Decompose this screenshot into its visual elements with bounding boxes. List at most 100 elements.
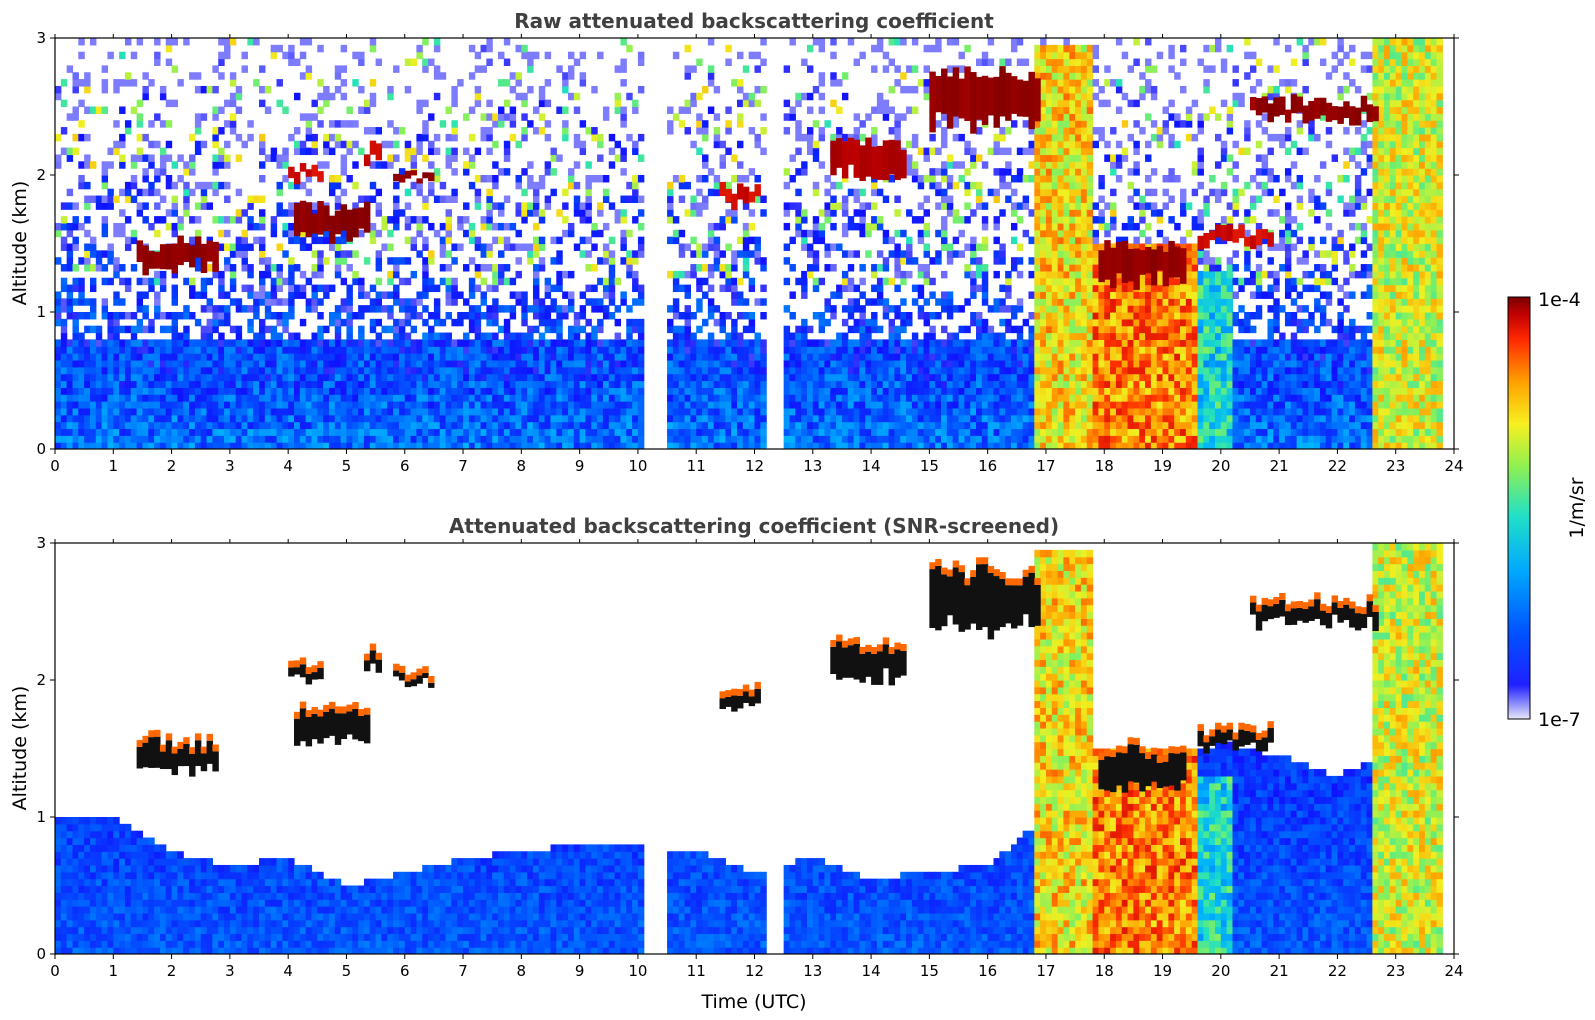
heatmap-cell xyxy=(906,380,913,388)
heatmap-cell xyxy=(917,421,925,430)
heatmap-cell xyxy=(906,435,913,443)
heatmap-cell xyxy=(189,380,196,388)
heatmap-cell xyxy=(521,366,528,375)
heatmap-cell xyxy=(556,65,563,73)
heatmap-cell xyxy=(783,407,791,416)
heatmap-cell xyxy=(369,127,377,135)
heatmap-cell xyxy=(66,401,74,409)
heatmap-cell xyxy=(107,325,114,334)
heatmap-cell xyxy=(725,181,732,190)
heatmap-cell xyxy=(282,401,289,409)
heatmap-cell xyxy=(532,291,540,299)
heatmap-cell xyxy=(334,442,342,449)
heatmap-cell xyxy=(567,332,575,340)
heatmap-cell xyxy=(690,346,697,354)
heatmap-cell xyxy=(119,359,126,368)
heatmap-cell xyxy=(871,442,878,449)
heatmap-cell xyxy=(929,387,936,395)
heatmap-cell xyxy=(690,428,697,436)
heatmap-cell xyxy=(206,401,213,409)
heatmap-cell xyxy=(387,353,394,361)
heatmap-cell xyxy=(282,414,289,423)
heatmap-cell xyxy=(381,325,388,334)
heatmap-cell xyxy=(917,414,925,423)
heatmap-cell xyxy=(416,401,423,409)
heatmap-cell xyxy=(941,195,948,203)
heatmap-cell xyxy=(398,387,406,395)
heatmap-cell xyxy=(474,359,482,368)
heatmap-cell xyxy=(976,202,983,210)
heatmap-cell xyxy=(690,380,697,388)
heatmap-cell xyxy=(95,435,103,443)
heatmap-cell xyxy=(801,318,808,327)
heatmap-cell xyxy=(282,250,289,258)
heatmap-cell xyxy=(165,58,173,66)
heatmap-cell xyxy=(859,318,866,327)
heatmap-cell xyxy=(381,222,388,231)
heatmap-cell xyxy=(218,312,225,320)
heatmap-cell xyxy=(148,79,155,87)
heatmap-cell xyxy=(498,435,505,443)
heatmap-cell xyxy=(212,346,219,354)
heatmap-cell xyxy=(387,312,394,320)
heatmap-cell xyxy=(439,339,447,347)
heatmap-cell xyxy=(253,346,260,354)
heatmap-cell xyxy=(299,428,307,436)
heatmap-cell xyxy=(550,387,557,395)
heatmap-cell xyxy=(323,339,330,347)
heatmap-cell xyxy=(801,346,808,354)
heatmap-cell xyxy=(521,401,528,409)
heatmap-cell xyxy=(888,175,895,183)
heatmap-cell xyxy=(783,243,791,251)
heatmap-cell xyxy=(183,442,190,449)
heatmap-cell xyxy=(573,312,581,320)
heatmap-cell xyxy=(667,270,674,279)
heatmap-cell xyxy=(328,92,336,101)
heatmap-cell xyxy=(806,428,814,436)
heatmap-cell xyxy=(719,318,726,327)
heatmap-cell xyxy=(445,284,452,293)
heatmap-cell xyxy=(503,113,511,121)
heatmap-cell xyxy=(474,442,482,449)
heatmap-cell xyxy=(684,401,691,409)
heatmap-cell xyxy=(911,339,919,347)
heatmap-cell xyxy=(95,421,103,430)
heatmap-cell xyxy=(900,407,907,416)
heatmap-cell xyxy=(614,140,622,149)
heatmap-cell xyxy=(754,353,761,361)
heatmap-cell xyxy=(544,353,552,361)
heatmap-cell xyxy=(474,394,482,402)
heatmap-cell xyxy=(241,236,248,245)
heatmap-cell xyxy=(964,435,971,443)
heatmap-cell xyxy=(346,250,353,258)
heatmap-cell xyxy=(742,339,750,347)
heatmap-cell xyxy=(492,353,499,361)
heatmap-cell xyxy=(894,120,901,128)
heatmap-cell xyxy=(229,243,237,251)
heatmap-cell xyxy=(159,401,167,409)
heatmap-cell xyxy=(457,373,464,382)
heatmap-cell xyxy=(194,202,202,210)
heatmap-cell xyxy=(579,250,587,258)
heatmap-cell xyxy=(806,401,814,409)
heatmap-cell xyxy=(433,353,441,361)
heatmap-cell xyxy=(731,387,738,395)
heatmap-cell xyxy=(136,366,144,375)
heatmap-cell xyxy=(602,257,610,265)
heatmap-cell xyxy=(725,209,732,217)
heatmap-cell xyxy=(328,346,336,354)
heatmap-cell xyxy=(737,298,744,306)
heatmap-cell xyxy=(602,284,610,293)
heatmap-cell xyxy=(900,359,907,368)
heatmap-cell xyxy=(702,264,709,272)
heatmap-cell xyxy=(532,325,540,334)
heatmap-cell xyxy=(812,85,820,94)
heatmap-cell xyxy=(136,305,144,313)
heatmap-cell xyxy=(836,332,843,340)
heatmap-cell xyxy=(929,380,936,388)
heatmap-cell xyxy=(579,366,587,375)
heatmap-cell xyxy=(946,401,954,409)
heatmap-cell xyxy=(498,51,505,60)
heatmap-cell xyxy=(480,250,487,258)
heatmap-cell xyxy=(130,195,138,203)
